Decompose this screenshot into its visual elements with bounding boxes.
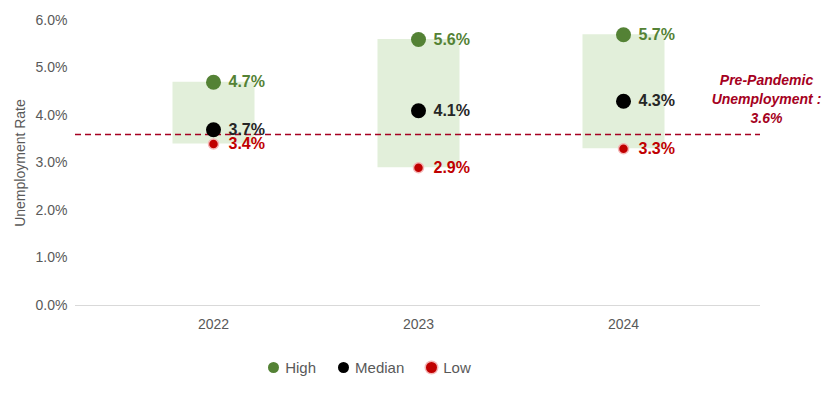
svg-text:5.6%: 5.6% bbox=[434, 31, 470, 48]
svg-text:4.0%: 4.0% bbox=[36, 107, 68, 123]
svg-text:4.3%: 4.3% bbox=[639, 92, 675, 109]
svg-text:0.0%: 0.0% bbox=[36, 297, 68, 313]
svg-text:2.0%: 2.0% bbox=[36, 202, 68, 218]
svg-text:2.9%: 2.9% bbox=[434, 159, 470, 176]
svg-text:1.0%: 1.0% bbox=[36, 249, 68, 265]
svg-text:Unemployment Rate: Unemployment Rate bbox=[12, 99, 28, 227]
html-text:Median: Median bbox=[355, 359, 405, 376]
svg-text:2023: 2023 bbox=[403, 316, 434, 332]
svg-text:5.0%: 5.0% bbox=[36, 59, 68, 75]
svg-text:2022: 2022 bbox=[198, 316, 229, 332]
svg-text:4.7%: 4.7% bbox=[229, 73, 265, 90]
svg-text:Pre-PandemicUnemployment :3.6%: Pre-PandemicUnemployment :3.6% bbox=[712, 72, 822, 126]
svg-text:3.3%: 3.3% bbox=[639, 140, 675, 157]
svg-text:3.7%: 3.7% bbox=[228, 120, 265, 138]
svg-text:4.1%: 4.1% bbox=[434, 102, 470, 119]
svg-text:2024: 2024 bbox=[608, 316, 639, 332]
svg-text:6.0%: 6.0% bbox=[36, 12, 68, 28]
html-text:High: High bbox=[285, 359, 317, 376]
svg-text:3.0%: 3.0% bbox=[36, 154, 68, 170]
html-text:Low: Low bbox=[443, 359, 471, 376]
svg-text:3.4%: 3.4% bbox=[229, 135, 265, 152]
svg-text:5.7%: 5.7% bbox=[639, 26, 675, 43]
